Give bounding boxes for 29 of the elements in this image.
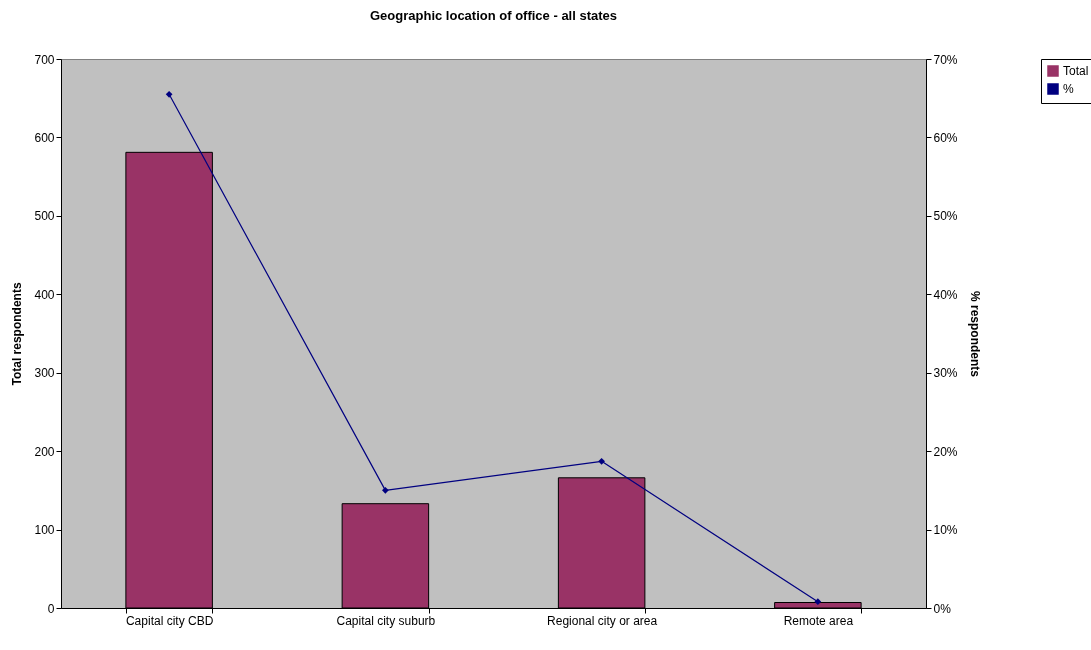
y2-tick-label: 40% [933,287,958,302]
y2-tick-label: 20% [933,444,958,459]
y2-axis-title: % respondents [967,290,982,378]
y-tick-label: 200 [34,444,55,459]
y-axis-title: Total respondents [10,282,25,386]
x-tick-label: Regional city or area [547,613,658,628]
y-tick-label: 100 [34,523,55,538]
legend-label: % [1063,82,1074,96]
point [598,457,605,465]
chart-title: Geographic location of office - all states [369,8,618,23]
x-tick-label: Capital city CBD [125,613,214,628]
y2-tick-label: 70% [933,52,958,67]
y-tick-label: 700 [34,52,55,67]
y2-tick-label: 50% [933,209,958,224]
legend-label: Total [1063,64,1089,78]
point [165,90,173,98]
y-tick-label: 500 [34,209,55,224]
point [382,487,389,494]
x-tick-label: Capital city suburb [336,613,436,628]
point [814,598,822,606]
x-tick-label: Remote area [783,613,854,628]
y2-tick-label: 30% [933,366,958,381]
y2-tick-label: 10% [933,523,958,538]
y-tick-label: 400 [34,287,55,302]
y-tick-label: 300 [34,366,55,381]
y-tick-label: 600 [34,130,55,145]
y2-tick-label: 0% [933,601,952,616]
y2-tick-label: 60% [933,130,958,145]
y-tick-label: 0 [47,601,55,616]
